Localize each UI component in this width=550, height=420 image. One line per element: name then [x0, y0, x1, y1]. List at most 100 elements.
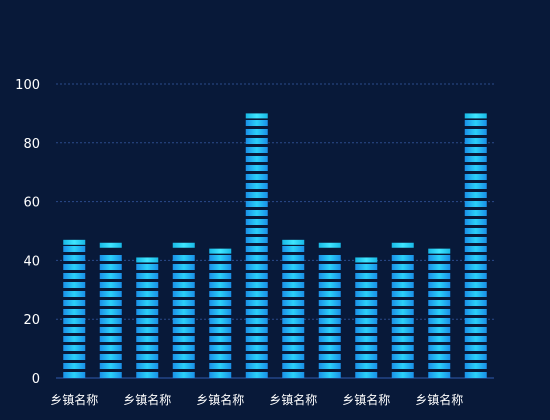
bar-stripe [282, 309, 305, 315]
bar-stripe [428, 336, 451, 342]
bar-stripe [245, 264, 268, 270]
x-axis-tick-labels: 乡镇名称 乡镇名称 乡镇名称 乡镇名称 乡镇名称 乡镇名称 [50, 392, 463, 407]
bar-stripe [245, 228, 268, 234]
bar-stripe [209, 318, 232, 324]
bar-stripe [464, 318, 487, 324]
bar-stripe [391, 300, 414, 306]
bar-stripe [282, 318, 305, 324]
bar-stripe [282, 354, 305, 360]
bar-stripe [464, 165, 487, 171]
bar-stripe [428, 273, 451, 279]
bar-stripe [464, 183, 487, 189]
bar [63, 239, 86, 378]
bar-cap [245, 113, 268, 119]
bar-stripe [464, 372, 487, 378]
bar-stripe [464, 363, 487, 369]
bar-stripe [245, 201, 268, 207]
bar-stripe [318, 354, 341, 360]
bar [136, 257, 159, 378]
bar-stripe [63, 327, 86, 333]
bar-stripe [428, 264, 451, 270]
bar-stripe [172, 372, 195, 378]
bar-stripe [99, 363, 122, 369]
bar-stripe [99, 336, 122, 342]
bar-stripe [391, 255, 414, 261]
bar-stripe [391, 309, 414, 315]
bar-stripe [318, 300, 341, 306]
bar-stripe [172, 273, 195, 279]
bar-stripe [355, 309, 378, 315]
bar-stripe [209, 336, 232, 342]
bar-stripe [318, 264, 341, 270]
bar-stripe [428, 363, 451, 369]
bar-stripe [355, 282, 378, 288]
gridlines [56, 83, 494, 379]
bar-stripe [209, 273, 232, 279]
bar-stripe [172, 336, 195, 342]
bar-stripe [172, 255, 195, 261]
bar-stripe [63, 372, 86, 378]
bar-stripe [172, 318, 195, 324]
bar-stripe [428, 318, 451, 324]
bar-stripe [355, 291, 378, 297]
bar-stripe [391, 291, 414, 297]
bar-stripe [209, 291, 232, 297]
y-tick-label: 20 [23, 313, 40, 328]
bar-stripe [172, 282, 195, 288]
bar-stripe [282, 273, 305, 279]
bar-stripe [136, 282, 159, 288]
bar-stripe [245, 327, 268, 333]
bar-stripe [282, 345, 305, 351]
bar-stripe [464, 219, 487, 225]
bar-stripe [136, 327, 159, 333]
bar-stripe [245, 192, 268, 198]
bar-stripe [318, 336, 341, 342]
bar-stripe [63, 345, 86, 351]
bar-stripe [464, 192, 487, 198]
y-tick-label: 80 [23, 137, 40, 152]
bar-stripe [136, 264, 159, 270]
bar-stripe [245, 291, 268, 297]
bar-stripe [464, 300, 487, 306]
bar-stripe [245, 273, 268, 279]
bar-stripe [464, 156, 487, 162]
x-tick-label: 乡镇名称 [415, 392, 463, 407]
x-tick-label: 乡镇名称 [50, 392, 98, 407]
bar-stripe [318, 255, 341, 261]
bar-cap [99, 242, 122, 248]
bar-stripe [209, 255, 232, 261]
bar-stripe [355, 345, 378, 351]
bar-stripe [464, 120, 487, 126]
x-tick-label: 乡镇名称 [196, 392, 244, 407]
bar-stripe [99, 345, 122, 351]
bar-stripe [245, 210, 268, 216]
bar-cap [318, 242, 341, 248]
bar-stripe [172, 345, 195, 351]
bar-stripe [318, 273, 341, 279]
bar-stripe [464, 210, 487, 216]
bar-stripe [391, 354, 414, 360]
bar-stripe [172, 363, 195, 369]
bar-stripe [428, 255, 451, 261]
bar-stripe [318, 363, 341, 369]
bar-stripe [99, 327, 122, 333]
bar-stripe [99, 309, 122, 315]
bar-stripe [136, 309, 159, 315]
bar-stripe [282, 282, 305, 288]
bar-stripe [464, 237, 487, 243]
bar-stripe [318, 291, 341, 297]
bar-stripe [464, 255, 487, 261]
bar-stripe [245, 336, 268, 342]
bar-stripe [464, 309, 487, 315]
bar-stripe [464, 345, 487, 351]
bar-stripe [355, 273, 378, 279]
bar-stripe [172, 291, 195, 297]
bar-stripe [99, 318, 122, 324]
bar-stripe [136, 291, 159, 297]
bar-stripe [318, 309, 341, 315]
bar-cap [136, 257, 159, 263]
bar-stripe [318, 345, 341, 351]
bar-stripe [282, 291, 305, 297]
bar [428, 248, 451, 378]
bar-stripe [99, 273, 122, 279]
